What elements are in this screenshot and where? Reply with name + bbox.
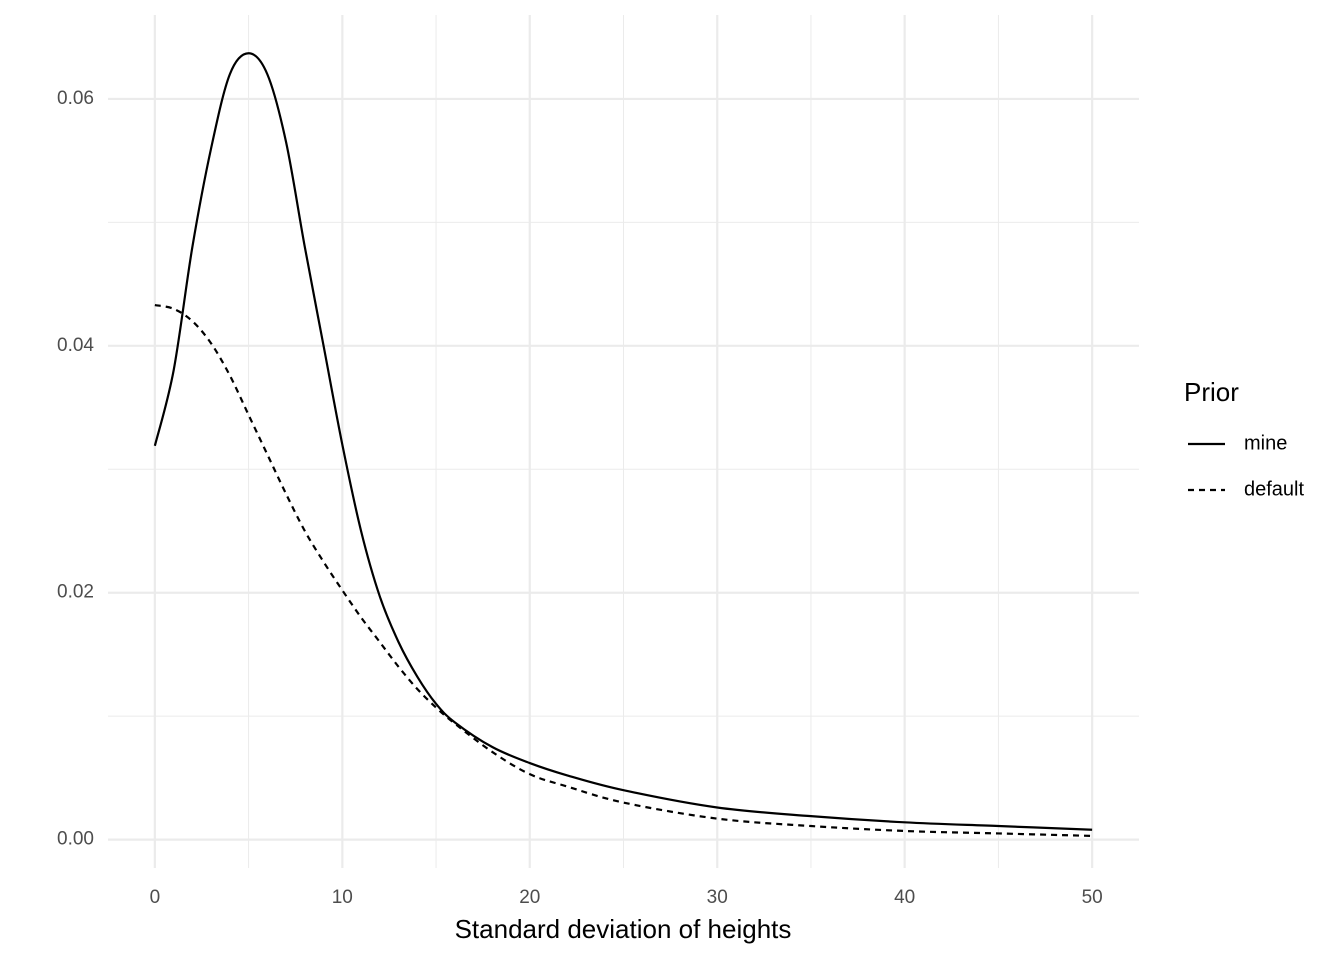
line-series <box>154 304 1093 838</box>
x-tick-label: 10 <box>332 887 353 908</box>
legend-label: default <box>1244 478 1304 500</box>
y-tick-label: 0.00 <box>57 829 94 850</box>
x-tick-label: 20 <box>519 887 540 908</box>
y-tick-label: 0.04 <box>57 335 94 356</box>
x-tick-label: 40 <box>894 887 915 908</box>
legend-label: mine <box>1244 432 1287 454</box>
y-tick-label: 0.06 <box>57 88 94 109</box>
y-tick-label: 0.02 <box>57 582 94 603</box>
x-tick-label: 0 <box>150 887 161 908</box>
x-axis-label: Standard deviation of heights <box>455 914 792 944</box>
line-series <box>153 52 1093 831</box>
x-tick-label: 30 <box>707 887 728 908</box>
x-tick-label: 50 <box>1082 887 1103 908</box>
legend-title: Prior <box>1184 377 1239 407</box>
